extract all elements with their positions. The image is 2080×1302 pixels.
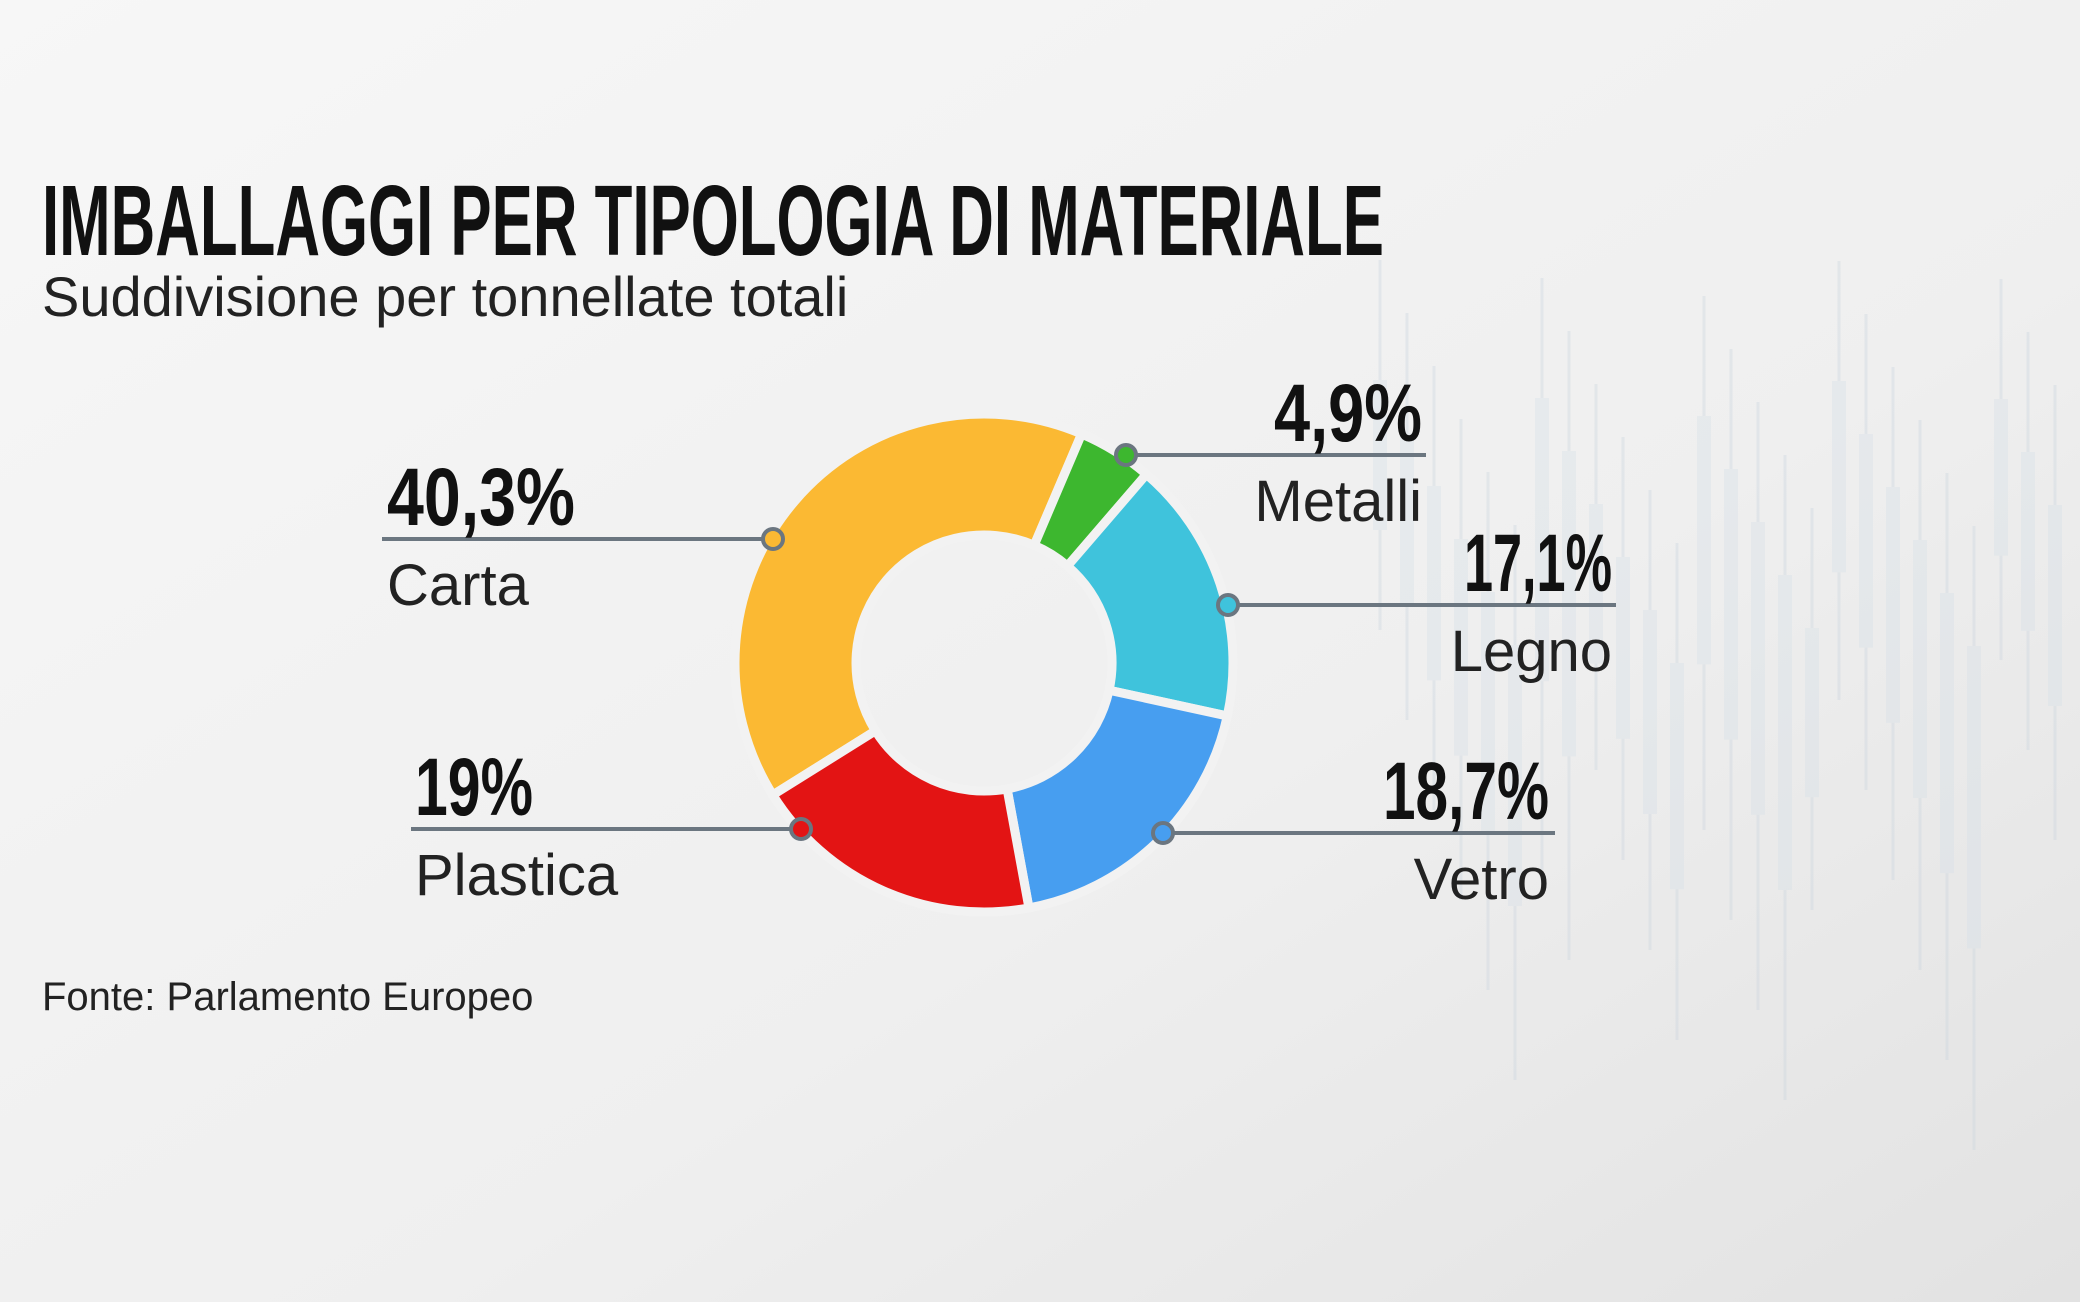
decor-bar — [1616, 557, 1630, 739]
category-label: Legno — [1451, 619, 1612, 684]
decor-bar — [1805, 628, 1819, 798]
source: Fonte: Parlamento Europeo — [42, 975, 533, 1019]
leader-dot — [789, 817, 813, 841]
decor-bar — [1967, 646, 1981, 949]
leader-dot — [1114, 443, 1138, 467]
category-label: Metalli — [1254, 469, 1422, 534]
category-label: Carta — [387, 553, 530, 618]
leader-dot — [761, 527, 785, 551]
decor-bar — [1913, 540, 1927, 798]
category-label: Vetro — [1414, 847, 1549, 912]
labels: 40,3% Carta 4,9% Metalli 17,1% Legno 18,7% Vetr… — [382, 368, 1616, 912]
decor-bar — [1697, 416, 1711, 665]
value-label: 19% — [415, 742, 533, 833]
decor-bar — [1832, 381, 1846, 573]
decor-bar — [1643, 610, 1657, 814]
decor-bar — [1994, 399, 2008, 556]
decor-bar — [1886, 487, 1900, 723]
donut-slice — [1001, 684, 1233, 914]
decor-bar — [1454, 539, 1468, 756]
decor-bar — [1400, 433, 1414, 606]
decor-bar — [1427, 486, 1441, 681]
donut — [730, 409, 1238, 917]
decor-bar — [2021, 452, 2035, 631]
decor-bar — [1589, 504, 1603, 664]
decor-bar — [1940, 593, 1954, 874]
decor-bar — [2048, 505, 2062, 706]
category-label: Plastica — [415, 843, 619, 908]
leader-dot — [1151, 821, 1175, 845]
decor-bar — [1535, 398, 1549, 682]
decor-bar — [1751, 522, 1765, 815]
decor-bar — [1778, 575, 1792, 890]
donut-slice — [1061, 467, 1238, 722]
chart-title: IMBALLAGGI PER TIPOLOGIA DI MATERIALE — [42, 165, 1384, 277]
chart-subtitle: Suddivisione per tonnellate totali — [42, 265, 848, 328]
decor-bar — [1670, 663, 1684, 890]
donut-slice — [730, 409, 1088, 802]
value-label: 4,9% — [1274, 368, 1422, 459]
leader-dot — [1216, 593, 1240, 617]
decor-bar — [1724, 469, 1738, 740]
value-label: 17,1% — [1464, 518, 1612, 609]
decor-bar — [1859, 434, 1873, 648]
decor-bar — [1481, 592, 1495, 831]
donut-slice — [766, 724, 1035, 917]
decor-bar — [1508, 645, 1522, 906]
value-label: 40,3% — [387, 452, 575, 543]
value-label: 18,7% — [1383, 746, 1549, 837]
